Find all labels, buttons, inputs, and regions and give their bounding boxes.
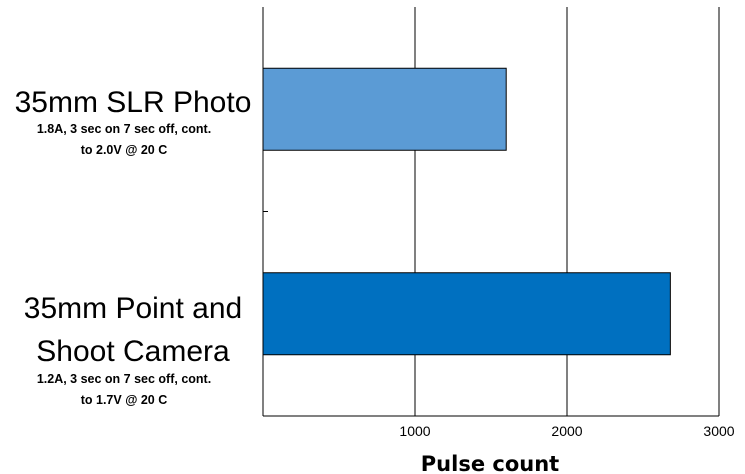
x-axis-title: Pulse count [421,452,559,474]
category-labels: 35mm SLR Photo 1.8A, 3 sec on 7 sec off, … [15,86,252,407]
category-subtitle: 1.8A, 3 sec on 7 sec off, cont. [37,122,211,136]
axes [262,7,719,417]
category-subtitle: to 2.0V @ 20 C [81,143,168,157]
x-tick-label: 3000 [703,423,734,439]
category-subtitle: 1.2A, 3 sec on 7 sec off, cont. [37,372,211,386]
x-tick-label: 2000 [551,423,582,439]
bar [262,272,671,356]
bars [262,67,671,356]
x-tick-labels: 1000 2000 3000 [399,423,734,439]
category-subtitle: to 1.7V @ 20 C [81,393,168,407]
category-title: 35mm Point and [24,292,242,325]
bar [262,67,507,151]
category-title: 35mm SLR Photo [15,86,252,119]
category-title: Shoot Camera [36,335,230,368]
x-tick-label: 1000 [399,423,430,439]
